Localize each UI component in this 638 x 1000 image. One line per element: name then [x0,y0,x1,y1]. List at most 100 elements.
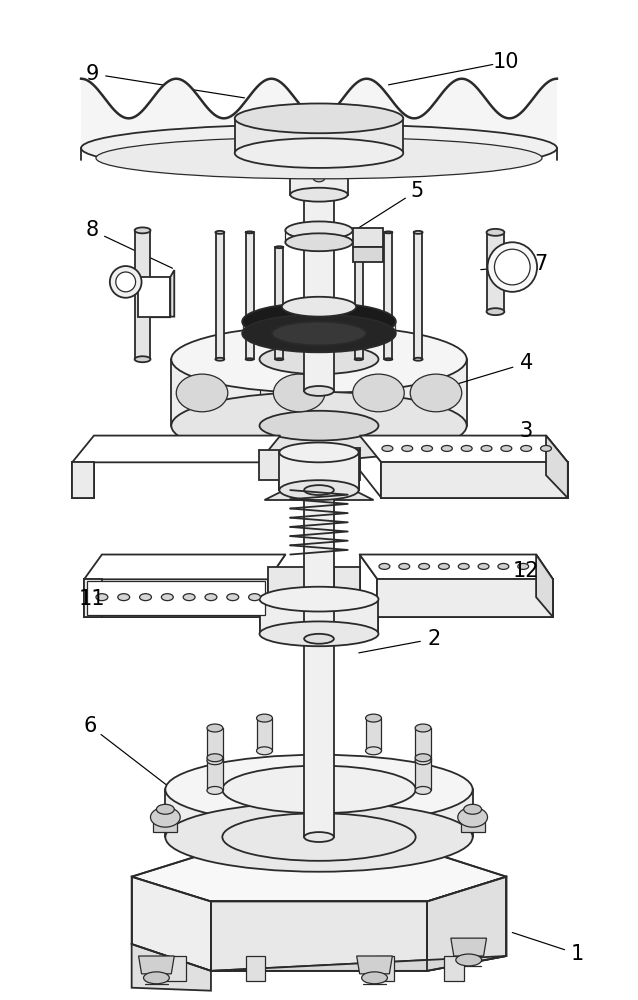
Ellipse shape [290,188,348,202]
Ellipse shape [96,594,108,601]
Ellipse shape [415,786,431,794]
Polygon shape [72,436,280,462]
Ellipse shape [205,594,217,601]
Polygon shape [385,232,392,359]
Ellipse shape [96,137,542,179]
Polygon shape [546,436,568,498]
Ellipse shape [282,297,356,317]
Ellipse shape [385,231,392,233]
Polygon shape [366,718,382,751]
Polygon shape [334,448,360,450]
Ellipse shape [461,445,472,451]
Polygon shape [171,359,467,426]
Polygon shape [207,728,223,761]
Polygon shape [165,789,473,837]
Text: 8: 8 [85,220,98,240]
Ellipse shape [144,972,169,984]
Ellipse shape [279,480,359,500]
Ellipse shape [161,594,174,601]
Polygon shape [357,956,392,974]
Ellipse shape [274,374,325,412]
Polygon shape [375,956,394,981]
Polygon shape [265,480,373,500]
Text: 11: 11 [78,589,105,609]
Polygon shape [211,877,507,971]
Ellipse shape [382,445,393,451]
Ellipse shape [279,443,359,462]
Ellipse shape [260,621,378,646]
Ellipse shape [355,358,362,360]
Ellipse shape [165,755,473,824]
Ellipse shape [304,386,334,396]
Polygon shape [81,79,557,148]
Ellipse shape [481,445,492,451]
Polygon shape [256,718,272,751]
Ellipse shape [413,358,422,361]
Ellipse shape [249,594,260,601]
Polygon shape [135,230,151,359]
Ellipse shape [304,634,334,644]
Ellipse shape [487,242,537,292]
Polygon shape [154,817,177,832]
Polygon shape [131,944,211,991]
Ellipse shape [285,221,353,239]
Ellipse shape [235,138,403,168]
Ellipse shape [304,832,334,842]
Ellipse shape [518,563,529,569]
Polygon shape [170,270,174,317]
Ellipse shape [135,356,151,362]
Ellipse shape [441,445,452,451]
Text: 10: 10 [493,52,519,72]
Ellipse shape [272,322,366,345]
Ellipse shape [140,594,151,601]
Polygon shape [360,436,568,462]
Ellipse shape [290,144,348,158]
Ellipse shape [207,786,223,794]
Polygon shape [382,462,568,498]
Text: 2: 2 [427,629,441,649]
Ellipse shape [494,249,530,285]
Ellipse shape [487,308,505,315]
Polygon shape [414,232,422,359]
Polygon shape [304,639,334,837]
Ellipse shape [207,757,223,765]
Polygon shape [258,450,304,480]
Polygon shape [72,462,94,498]
Ellipse shape [110,266,142,298]
Polygon shape [279,452,359,490]
Ellipse shape [353,374,404,412]
Polygon shape [304,188,334,391]
Polygon shape [207,758,223,790]
Ellipse shape [256,747,272,755]
Polygon shape [138,956,174,974]
Text: 7: 7 [535,254,547,274]
Polygon shape [360,555,553,579]
Polygon shape [216,232,224,359]
Ellipse shape [235,103,403,133]
Text: 6: 6 [84,716,97,736]
Ellipse shape [135,227,151,233]
Polygon shape [355,247,362,359]
Ellipse shape [458,563,469,569]
Ellipse shape [521,445,531,451]
Ellipse shape [216,358,225,361]
Polygon shape [131,852,507,901]
Ellipse shape [183,594,195,601]
Ellipse shape [402,445,413,451]
Polygon shape [84,579,102,617]
Text: 3: 3 [519,421,533,441]
Text: 9: 9 [85,64,99,84]
Ellipse shape [242,303,396,340]
Polygon shape [334,450,360,480]
Text: 4: 4 [519,353,533,373]
Polygon shape [444,956,464,981]
Polygon shape [415,728,431,761]
Ellipse shape [419,563,429,569]
Ellipse shape [304,183,334,193]
Ellipse shape [355,246,362,248]
Ellipse shape [399,563,410,569]
Ellipse shape [413,231,422,234]
Ellipse shape [498,563,509,569]
Ellipse shape [260,411,378,441]
Ellipse shape [207,724,223,732]
